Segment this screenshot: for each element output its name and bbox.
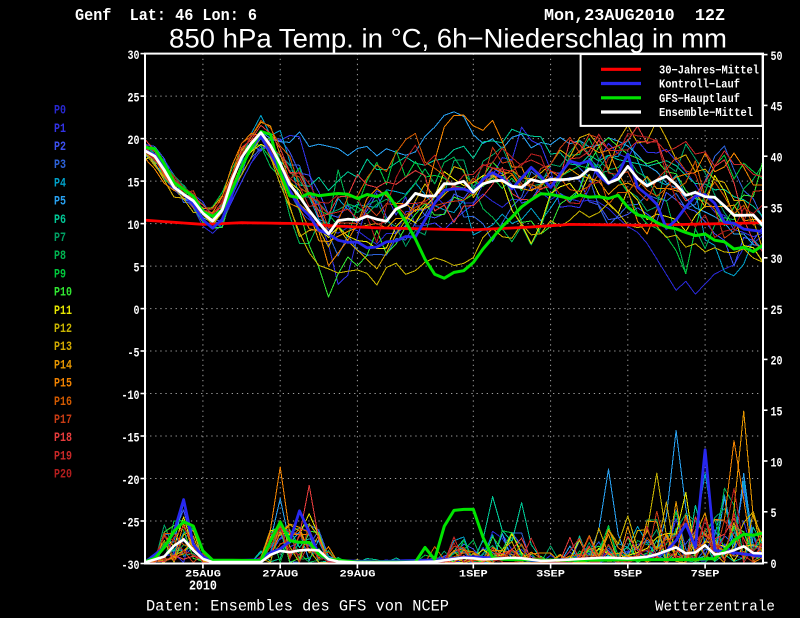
svg-text:0: 0 <box>134 303 140 318</box>
svg-text:Genf Lat: 46 Lon: 6: Genf Lat: 46 Lon: 6 <box>75 6 257 25</box>
svg-text:Daten: Ensembles des GFS von N: Daten: Ensembles des GFS von NCEP <box>146 598 449 616</box>
svg-text:25: 25 <box>128 90 140 105</box>
svg-text:-5: -5 <box>128 345 140 360</box>
svg-text:45: 45 <box>771 100 783 115</box>
svg-text:P11: P11 <box>54 304 72 318</box>
svg-text:P20: P20 <box>54 468 72 482</box>
svg-text:P15: P15 <box>54 377 72 391</box>
svg-text:P10: P10 <box>54 286 72 300</box>
svg-text:P16: P16 <box>54 395 72 409</box>
svg-text:-15: -15 <box>122 430 140 445</box>
svg-text:5: 5 <box>134 260 140 275</box>
svg-text:P3: P3 <box>54 158 66 172</box>
svg-text:7SEP: 7SEP <box>691 569 720 581</box>
svg-text:40: 40 <box>771 151 783 166</box>
svg-text:30: 30 <box>771 252 783 267</box>
svg-text:Wetterzentrale: Wetterzentrale <box>655 599 775 616</box>
svg-text:15: 15 <box>128 175 140 190</box>
svg-text:850 hPa Temp. in °C, 6h−Nieder: 850 hPa Temp. in °C, 6h−Niederschlag in … <box>169 24 727 54</box>
svg-text:Ensemble−Mittel: Ensemble−Mittel <box>659 107 753 120</box>
svg-text:27AUG: 27AUG <box>262 569 298 581</box>
svg-text:Kontroll−Lauf: Kontroll−Lauf <box>659 79 740 92</box>
svg-text:P8: P8 <box>54 249 66 263</box>
svg-text:25AUG: 25AUG <box>185 569 221 581</box>
svg-text:GFS−Hauptlauf: GFS−Hauptlauf <box>659 93 740 106</box>
svg-text:-20: -20 <box>122 473 140 488</box>
svg-text:P1: P1 <box>54 122 66 136</box>
svg-text:-25: -25 <box>122 515 140 530</box>
svg-text:25: 25 <box>771 303 783 318</box>
svg-text:P5: P5 <box>54 195 66 209</box>
svg-text:30−Jahres−Mittel: 30−Jahres−Mittel <box>659 64 759 77</box>
svg-text:10: 10 <box>771 455 783 470</box>
svg-text:15: 15 <box>771 405 783 420</box>
svg-text:-10: -10 <box>122 388 140 403</box>
svg-text:5: 5 <box>771 506 777 521</box>
svg-text:2010: 2010 <box>189 580 217 595</box>
svg-text:10: 10 <box>128 218 140 233</box>
svg-text:29AUG: 29AUG <box>339 569 375 581</box>
svg-text:30: 30 <box>128 48 140 63</box>
svg-text:P0: P0 <box>54 104 66 118</box>
svg-text:P9: P9 <box>54 267 66 281</box>
svg-text:P7: P7 <box>54 231 66 245</box>
svg-text:P2: P2 <box>54 140 66 154</box>
svg-text:P13: P13 <box>54 340 72 354</box>
svg-text:20: 20 <box>128 133 140 148</box>
svg-text:-30: -30 <box>122 558 140 573</box>
svg-text:20: 20 <box>771 354 783 369</box>
svg-text:Mon,23AUG2010 12Z: Mon,23AUG2010 12Z <box>544 6 725 25</box>
svg-text:P6: P6 <box>54 213 66 227</box>
svg-text:P18: P18 <box>54 431 72 445</box>
svg-text:35: 35 <box>771 201 783 216</box>
svg-text:1SEP: 1SEP <box>459 569 488 581</box>
svg-text:0: 0 <box>771 557 777 572</box>
svg-text:P14: P14 <box>54 358 72 372</box>
svg-text:50: 50 <box>771 49 783 64</box>
svg-text:P12: P12 <box>54 322 72 336</box>
svg-text:P4: P4 <box>54 176 66 190</box>
svg-text:5SEP: 5SEP <box>613 569 642 581</box>
svg-text:P19: P19 <box>54 449 72 463</box>
svg-text:P17: P17 <box>54 413 72 427</box>
svg-text:3SEP: 3SEP <box>536 569 565 581</box>
